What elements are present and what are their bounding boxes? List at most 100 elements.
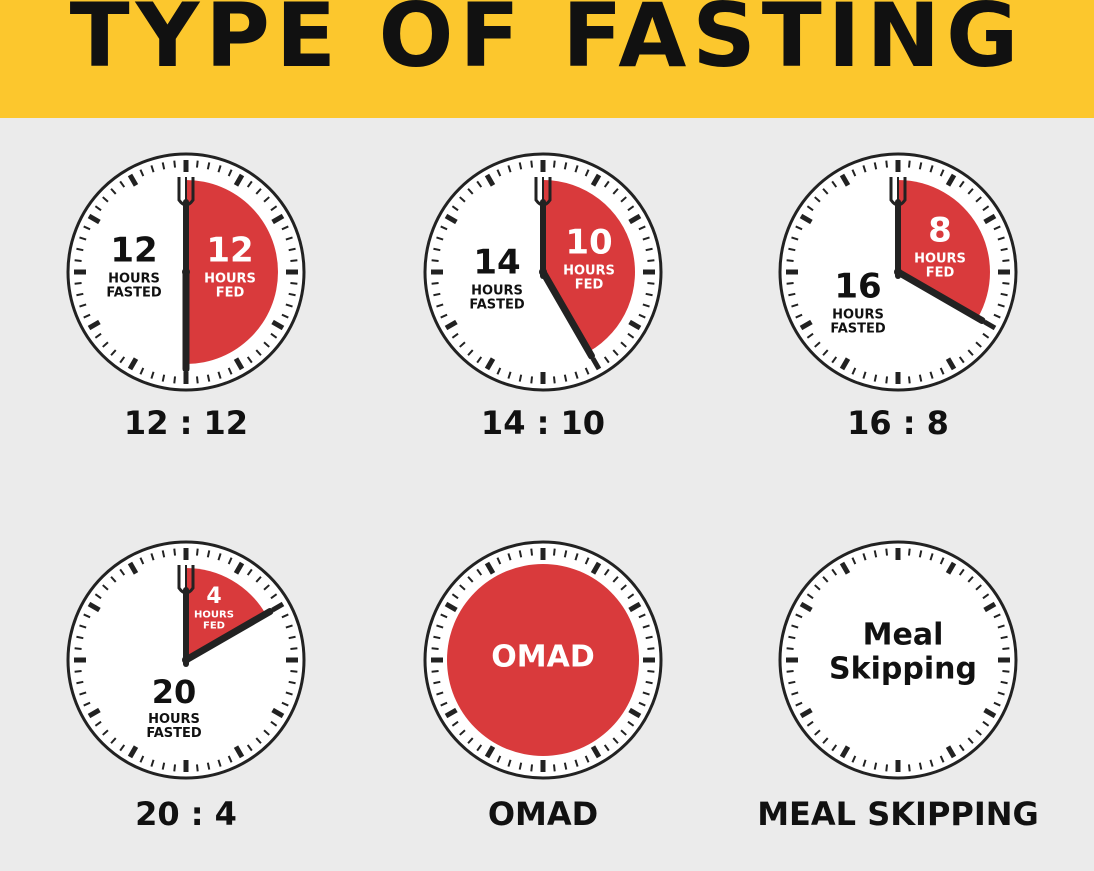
clock-tick	[788, 635, 796, 640]
clock-tick	[638, 313, 646, 319]
clock-tick	[786, 647, 794, 651]
clock-tick	[271, 707, 285, 719]
fasted-label: HOURS	[832, 308, 884, 323]
clock-tick	[839, 173, 851, 187]
clock-tick	[518, 374, 523, 382]
clock-tick	[76, 292, 84, 297]
clock-tick	[907, 160, 911, 168]
clock-tick	[907, 376, 911, 384]
clock-tick	[584, 557, 590, 565]
clock-tick	[939, 169, 945, 177]
clock-tick	[246, 744, 253, 752]
clock-tick	[603, 180, 610, 188]
clock-tick	[806, 593, 814, 600]
clock-tick	[94, 593, 102, 600]
clock-tick	[822, 737, 829, 744]
clock-tick	[281, 613, 289, 619]
clock-tick	[173, 548, 177, 556]
clock-tick	[603, 568, 610, 576]
clock-tick	[102, 584, 109, 591]
clock-tick	[885, 376, 889, 384]
clock-tick	[76, 635, 84, 640]
fed-label: FED	[216, 286, 245, 301]
clock-tick	[496, 367, 502, 375]
clock-tick	[788, 680, 796, 685]
clock-tick	[831, 744, 838, 752]
clock-tick	[102, 341, 109, 348]
clock-tick	[628, 213, 642, 225]
clock-tick	[552, 548, 556, 556]
clock-tick	[233, 357, 245, 371]
clock-tick	[431, 259, 439, 263]
clock-tick	[574, 759, 579, 767]
center-text: Skipping	[829, 652, 977, 687]
clock-tick	[433, 680, 441, 685]
clock-tick	[83, 701, 91, 707]
clock-tick	[574, 553, 579, 561]
clock-tick	[627, 720, 635, 727]
clock-tick	[79, 691, 87, 696]
clock-tick	[496, 557, 502, 565]
clock-tick	[918, 162, 923, 170]
clock-tick	[161, 162, 166, 170]
clock-tick	[271, 213, 285, 225]
clock-tick	[795, 613, 803, 619]
caption: 20 : 4	[135, 795, 237, 833]
fork-head	[534, 177, 552, 207]
clock-tick	[831, 568, 838, 576]
clock-tick	[290, 647, 298, 651]
clock-tick	[83, 313, 91, 319]
fed-hours: 4	[206, 584, 221, 609]
clock-tick	[799, 707, 813, 719]
clock-tick	[1000, 680, 1008, 685]
clock-tick	[195, 764, 199, 772]
fed-wedge	[186, 568, 266, 660]
clock-tick	[206, 162, 211, 170]
clock-tick	[150, 553, 155, 561]
clock-tick	[982, 332, 990, 339]
clock-tick	[628, 319, 642, 331]
clock-tick	[227, 169, 233, 177]
clock-tick	[929, 553, 934, 561]
clock-tick	[87, 213, 101, 225]
clock-tick	[638, 701, 646, 707]
knife	[894, 268, 986, 324]
clock-tick	[590, 561, 602, 575]
clock-tick	[873, 550, 878, 558]
caption: 12 : 12	[124, 404, 248, 442]
clock-tick	[459, 729, 466, 736]
clock-tick	[638, 613, 646, 619]
clock-tick	[642, 691, 650, 696]
clock-tick	[76, 680, 84, 685]
fork-head	[177, 177, 195, 207]
clock-tick	[271, 319, 285, 331]
clock-tick	[791, 691, 799, 696]
clock-tick	[638, 225, 646, 231]
clock-tick	[1000, 635, 1008, 640]
clock-tick	[270, 593, 278, 600]
clock-tick	[467, 737, 474, 744]
clock-tick	[173, 160, 177, 168]
clock-tick	[451, 720, 459, 727]
clock-tick	[79, 303, 87, 308]
clock-tick	[831, 180, 838, 188]
clock-tick	[74, 669, 82, 673]
clock-tick	[530, 376, 534, 384]
clock-tick	[642, 236, 650, 241]
clock-tick	[431, 281, 439, 285]
clock-tick	[628, 601, 642, 613]
clock-tick	[530, 160, 534, 168]
clock-tick	[1000, 247, 1008, 252]
title: TYPE OF FASTING	[70, 0, 1025, 87]
clock-tick	[76, 247, 84, 252]
clock-tick	[433, 247, 441, 252]
fasted-hours: 14	[473, 243, 520, 283]
clock-tick	[444, 213, 458, 225]
clock-tick	[612, 188, 619, 195]
clock-tick	[79, 624, 87, 629]
clock-tick	[552, 764, 556, 772]
clock-tick	[110, 188, 117, 195]
clock-tick	[584, 367, 590, 375]
